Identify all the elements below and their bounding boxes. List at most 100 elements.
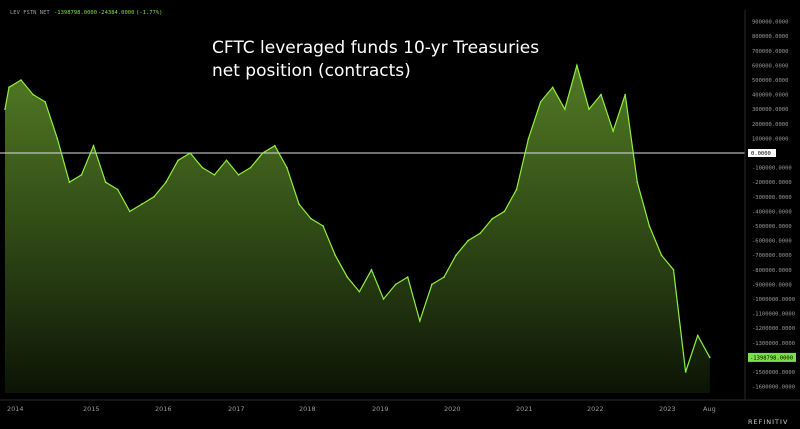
y-tick-label: -100000.0000: [752, 166, 792, 172]
data-point-2021-02: [527, 137, 530, 140]
data-point-2021-04: [539, 101, 542, 103]
data-point-2020-02: [455, 254, 457, 256]
chart-header: LEV FSTN NET -1398798.0000 -24384.0000 (…: [10, 10, 163, 16]
y-tick-label: 900000.0000: [752, 20, 788, 26]
data-point-2019-02: [382, 298, 385, 300]
y-tick-label: -1200000.0000: [752, 326, 795, 332]
data-point-2017-10: [286, 166, 288, 169]
y-tick-label: -400000.0000: [752, 209, 792, 215]
data-point-2014-02: [20, 79, 22, 81]
data-point-2015-02: [92, 144, 95, 147]
y-tick-label: -900000.0000: [752, 282, 792, 288]
x-tick-label: 2014: [7, 405, 24, 413]
data-point-2017-02: [237, 174, 240, 176]
data-point-2014-06: [44, 101, 46, 103]
x-axis: 2014 2015 2016 2017 2018 2019 2020 2021 2022 2023…: [7, 405, 716, 413]
data-point-2014-08: [56, 137, 59, 140]
data-point-2013-12: [8, 86, 10, 89]
data-point-2017-08: [274, 144, 276, 147]
x-tick-label: 2016: [155, 405, 172, 413]
instrument-label: LEV FSTN NET: [10, 10, 50, 16]
data-point-2022-12: [660, 254, 663, 256]
data-point-2016-02: [165, 181, 167, 183]
data-point-2023-06: [696, 334, 699, 337]
data-point-2014-04: [32, 93, 34, 96]
chart-title-line-2: net position (contracts): [212, 61, 411, 81]
data-point-2021-08: [564, 108, 566, 110]
data-point-2016-12: [225, 159, 228, 162]
data-point-2018-08: [346, 276, 349, 278]
zero-value-tag: 0.0000: [748, 149, 776, 157]
y-tick-label: 500000.0000: [752, 78, 788, 84]
data-point-2016-06: [189, 152, 191, 154]
change-percent-label: (-1.77%): [136, 10, 163, 16]
x-tick-label: 2018: [299, 405, 316, 413]
data-point-2022-02: [600, 93, 602, 96]
data-point-2017-06: [261, 152, 264, 154]
data-point-2021-12: [588, 108, 590, 110]
data-point-2019-08: [419, 320, 421, 322]
y-tick-label: -1300000.0000: [752, 341, 795, 347]
y-tick-label: -600000.0000: [752, 239, 792, 245]
data-point-2022-08: [636, 181, 639, 183]
x-tick-label: 2019: [372, 405, 389, 413]
x-tick-label: 2017: [228, 405, 245, 413]
data-point-2023-08: [709, 356, 711, 359]
chart-title-line-1: CFTC leveraged funds 10-yr Treasuries: [212, 38, 539, 58]
x-tick-label: Aug: [703, 405, 716, 413]
data-point-2022-10: [648, 225, 651, 227]
data-point-2013-10: [4, 108, 6, 110]
data-point-2018-04: [322, 225, 324, 227]
data-point-2016-04: [177, 159, 179, 162]
data-point-2015-10: [141, 203, 143, 205]
x-tick-label: 2022: [587, 405, 604, 413]
data-point-2016-08: [201, 166, 204, 169]
data-point-2019-06: [406, 276, 409, 278]
data-point-2015-12: [153, 196, 155, 198]
y-tick-label: 100000.0000: [752, 136, 788, 142]
vendor-logo: REFINITIV: [748, 418, 788, 426]
y-tick-label: -1500000.0000: [752, 370, 795, 376]
data-point-2020-10: [503, 210, 506, 213]
data-point-2019-10: [431, 283, 433, 286]
y-tick-label: -1600000.0000: [752, 385, 795, 391]
last-value-label: -1398798.0000: [54, 10, 97, 16]
data-point-2020-04: [467, 239, 469, 242]
data-point-2021-06: [551, 86, 554, 89]
zero-value-text: 0.0000: [751, 151, 771, 157]
data-point-2014-12: [80, 174, 83, 176]
y-tick-label: -800000.0000: [752, 268, 792, 274]
series-line-group: [4, 63, 711, 373]
data-point-2022-04: [612, 130, 614, 132]
data-point-2022-06: [624, 93, 626, 96]
series-area-fill: [5, 65, 710, 394]
change-label: -24384.0000: [98, 10, 134, 16]
last-value-text: -1398798.0000: [750, 355, 793, 361]
x-tick-label: 2021: [516, 405, 533, 413]
y-tick-label: -500000.0000: [752, 224, 792, 230]
data-point-2019-12: [443, 276, 445, 278]
y-tick-label: -1100000.0000: [752, 312, 795, 318]
y-tick-label: 600000.0000: [752, 63, 788, 69]
y-tick-label: -700000.0000: [752, 253, 792, 259]
data-point-2015-06: [116, 188, 119, 191]
data-point-2019-04: [394, 283, 397, 286]
data-point-2023-04: [684, 371, 687, 373]
data-point-2014-10: [68, 181, 71, 183]
data-point-2017-04: [249, 166, 252, 169]
y-axis: 900000.0000 800000.0000 700000.0000 600000.…: [752, 20, 795, 391]
y-tick-label: 800000.0000: [752, 34, 788, 40]
data-point-2015-04: [104, 181, 107, 183]
area-series: [5, 65, 710, 394]
data-point-2020-06: [479, 232, 482, 235]
data-point-2018-10: [358, 290, 361, 293]
y-tick-label: -200000.0000: [752, 180, 792, 186]
y-tick-label: 300000.0000: [752, 107, 788, 113]
last-value-tag: -1398798.0000: [748, 352, 796, 362]
y-tick-label: 200000.0000: [752, 122, 788, 128]
x-tick-label: 2023: [659, 405, 676, 413]
x-tick-label: 2020: [444, 405, 461, 413]
y-tick-label: 700000.0000: [752, 49, 788, 55]
y-tick-label: 400000.0000: [752, 93, 788, 99]
data-point-2021-10: [576, 64, 578, 67]
